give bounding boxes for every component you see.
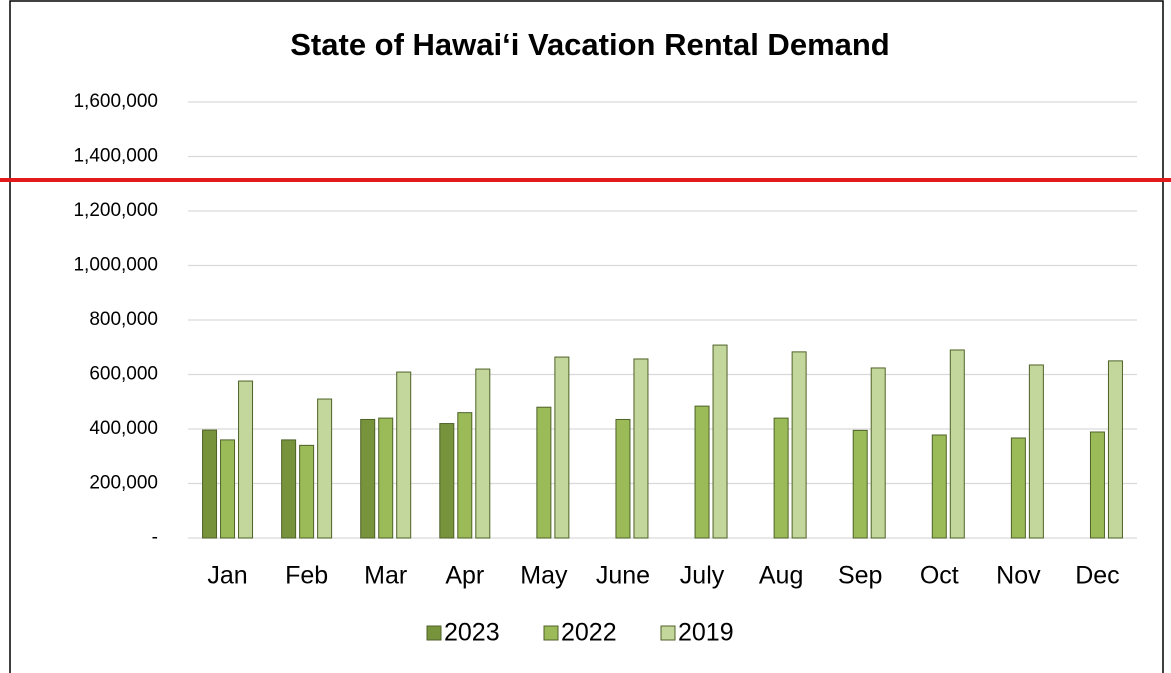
bar — [554, 356, 570, 539]
x-tick-label: June — [596, 562, 650, 590]
bar — [1028, 364, 1044, 539]
bar — [773, 417, 789, 539]
bar — [949, 349, 965, 539]
y-tick-label: - — [152, 527, 158, 548]
y-tick-label: 600,000 — [89, 364, 158, 385]
x-tick-label: Apr — [445, 562, 484, 590]
x-tick-label: Nov — [996, 562, 1041, 590]
bar — [439, 423, 455, 539]
bar — [633, 358, 649, 539]
y-tick-label: 1,600,000 — [73, 91, 158, 112]
y-tick-label: 800,000 — [89, 309, 158, 330]
bar — [396, 371, 412, 539]
bar — [360, 418, 376, 539]
bar — [317, 398, 333, 539]
bar — [931, 434, 947, 539]
chart-title: State of Hawai‘i Vacation Rental Demand — [290, 27, 890, 62]
chart-frame — [9, 0, 1164, 673]
x-tick-label: May — [520, 562, 568, 590]
legend-label: 2022 — [561, 619, 617, 647]
x-tick-label: July — [680, 562, 725, 590]
bar — [457, 412, 473, 539]
legend-label: 2023 — [444, 619, 500, 647]
bar — [791, 351, 807, 539]
x-tick-label: Mar — [364, 562, 407, 590]
bar — [281, 439, 297, 539]
bar — [870, 367, 886, 539]
legend-swatch — [426, 625, 442, 641]
x-tick-label: Jan — [207, 562, 247, 590]
y-tick-label: 400,000 — [89, 418, 158, 439]
bar — [238, 380, 254, 539]
bar — [1107, 360, 1123, 539]
y-tick-label: 1,400,000 — [73, 146, 158, 167]
bar — [712, 344, 728, 539]
y-tick-label: 1,000,000 — [73, 255, 158, 276]
bar — [615, 418, 631, 539]
bar — [1010, 437, 1026, 539]
legend-label: 2019 — [678, 619, 734, 647]
legend-swatch — [660, 625, 676, 641]
bar — [202, 429, 218, 539]
bar — [299, 444, 315, 539]
bar — [694, 405, 710, 539]
x-tick-label: Aug — [759, 562, 803, 590]
bar — [1089, 431, 1105, 539]
bar — [536, 406, 552, 539]
x-tick-label: Feb — [285, 562, 328, 590]
bar — [852, 429, 868, 539]
bar — [378, 417, 394, 539]
y-tick-label: 200,000 — [89, 473, 158, 494]
bar — [475, 368, 491, 539]
y-tick-label: 1,200,000 — [73, 200, 158, 221]
bar — [220, 439, 236, 539]
legend-swatch — [543, 625, 559, 641]
x-tick-label: Oct — [920, 562, 959, 590]
x-tick-label: Dec — [1075, 562, 1119, 590]
x-tick-label: Sep — [838, 562, 882, 590]
